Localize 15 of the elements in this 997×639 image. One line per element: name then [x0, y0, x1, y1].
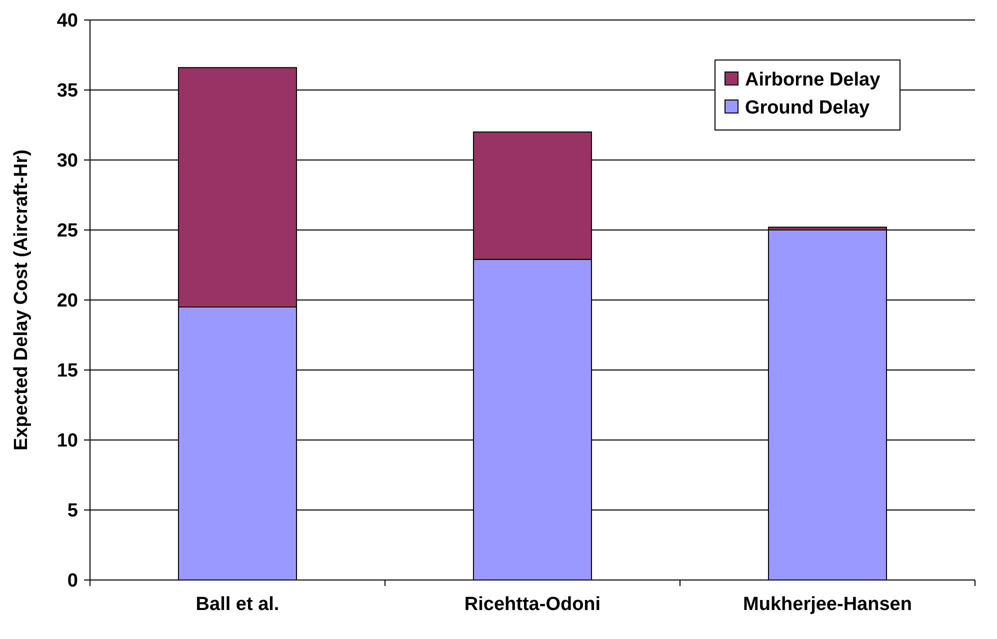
y-tick-label: 30 [56, 150, 78, 172]
x-tick-label: Ball et al. [196, 594, 280, 615]
x-tick-label: Ricehtta-Odoni [464, 594, 601, 615]
y-tick-label: 0 [67, 570, 78, 592]
y-tick-label: 25 [56, 220, 78, 242]
y-tick-label: 40 [56, 10, 78, 32]
legend-label: Airborne Delay [745, 70, 881, 91]
y-tick-label: 5 [67, 500, 78, 522]
y-axis-title: Expected Delay Cost (Aircraft-Hr) [11, 150, 32, 450]
y-tick-label: 35 [56, 80, 78, 102]
y-tick-label: 20 [56, 290, 78, 312]
y-tick-label: 15 [56, 360, 78, 382]
x-tick-label: Mukherjee-Hansen [743, 594, 912, 615]
legend-label: Ground Delay [745, 98, 870, 119]
y-tick-label: 10 [56, 430, 78, 452]
